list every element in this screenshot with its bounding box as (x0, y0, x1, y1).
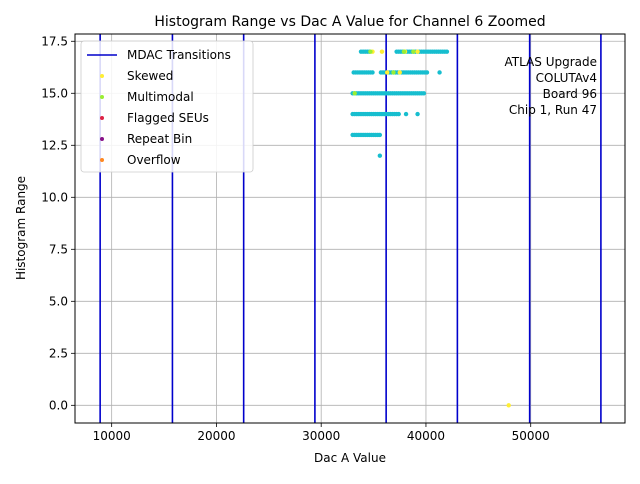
legend-label: MDAC Transitions (127, 48, 231, 62)
legend-label: Skewed (127, 69, 173, 83)
legend-box (80, 40, 254, 173)
data-point (437, 70, 442, 75)
data-point (415, 49, 420, 54)
annotation-line: Board 96 (543, 87, 597, 101)
data-point (403, 111, 409, 117)
x-tick-label: 10000 (93, 429, 131, 443)
legend-swatch-marker (100, 137, 104, 141)
data-point (377, 132, 383, 138)
y-tick-label: 15.0 (41, 86, 68, 100)
data-point (352, 91, 357, 96)
x-tick-label: 40000 (407, 429, 445, 443)
y-axis-label: Histogram Range (14, 176, 28, 280)
legend-label: Multimodal (127, 90, 194, 104)
run-annotation: ATLAS Upgrade COLUTAv4 Board 96 Chip 1, Run… (504, 55, 597, 117)
data-point (379, 49, 385, 54)
data-point (411, 49, 416, 54)
x-axis-ticks: 10000 20000 30000 40000 50000 (93, 423, 550, 443)
legend-label: Overflow (127, 153, 181, 167)
legend-swatch-marker (100, 74, 104, 78)
annotation-line: COLUTAv4 (536, 71, 597, 85)
legend-label: Repeat Bin (127, 132, 192, 146)
plot-frame (74, 33, 626, 424)
x-axis-label: Dac A Value (314, 451, 386, 465)
y-tick-label: 5.0 (49, 294, 68, 308)
x-tick-label: 20000 (197, 429, 235, 443)
data-point (506, 403, 511, 408)
legend-label: Flagged SEUs (127, 111, 209, 125)
y-tick-label: 7.5 (49, 242, 68, 256)
legend-swatch-marker (100, 116, 104, 120)
data-point (401, 49, 407, 54)
data-point (377, 153, 383, 158)
data-point (370, 70, 375, 75)
data-point (415, 111, 420, 117)
y-axis-ticks: 0.0 2.5 5.0 7.5 10.0 12.5 15.0 17.5 (41, 34, 75, 412)
y-tick-label: 0.0 (49, 398, 68, 412)
y-tick-label: 17.5 (41, 34, 68, 48)
y-tick-label: 10.0 (41, 190, 68, 204)
y-tick-label: 12.5 (41, 138, 68, 152)
x-tick-label: 30000 (302, 429, 340, 443)
legend-swatch-marker (100, 95, 104, 99)
data-point (368, 49, 373, 54)
legend: MDAC Transitions Skewed Multimodal Flagged … (80, 40, 254, 173)
chart-title: Histogram Range vs Dac A Value for Chann… (154, 14, 545, 30)
data-point (424, 70, 430, 75)
annotation-line: ATLAS Upgrade (504, 55, 597, 69)
y-tick-label: 2.5 (49, 346, 68, 360)
x-tick-label: 50000 (512, 429, 550, 443)
data-point (444, 49, 450, 54)
data-point (397, 70, 402, 75)
grid (75, 34, 625, 423)
data-point (384, 70, 390, 75)
data-point (421, 91, 427, 96)
legend-swatch-marker (100, 158, 104, 162)
data-points (350, 49, 511, 408)
data-point (396, 111, 401, 117)
data-point (391, 70, 396, 75)
annotation-line: Chip 1, Run 47 (509, 103, 597, 117)
